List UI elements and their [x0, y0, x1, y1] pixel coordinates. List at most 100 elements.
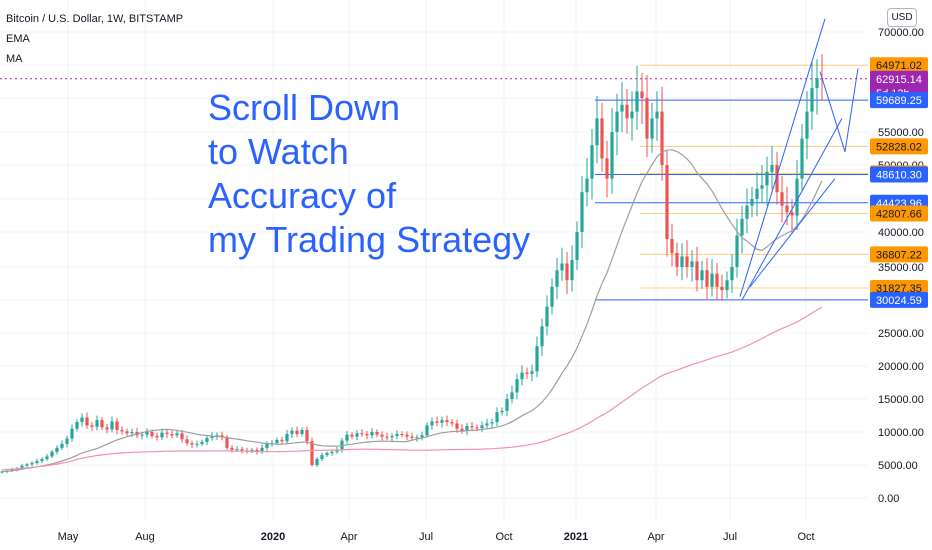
moving-averages — [1, 149, 823, 473]
candle-body — [730, 267, 734, 281]
candle-body — [335, 449, 339, 452]
projection-up — [844, 68, 859, 152]
candle-body — [610, 132, 614, 179]
candle-body — [520, 372, 524, 380]
price-tick-label: 70000.00 — [878, 27, 924, 39]
candle-body — [25, 464, 29, 466]
candle-body — [305, 430, 309, 442]
trendlines — [739, 18, 859, 301]
overlay-line-3: Accuracy of — [208, 175, 397, 216]
candle-body — [590, 145, 594, 179]
candle-body — [275, 439, 279, 444]
candle-body — [720, 286, 724, 291]
candle-body — [440, 420, 444, 423]
candle-body — [495, 412, 499, 423]
candle-body — [645, 98, 649, 139]
candle-body — [200, 441, 204, 444]
candle-body — [230, 447, 234, 450]
candle-body — [190, 443, 194, 445]
candle-body — [780, 192, 784, 206]
price-tag-bg — [870, 205, 928, 222]
price-tick-label: 55000.00 — [878, 127, 924, 139]
time-tick-label: Jul — [419, 531, 433, 543]
price-tick-label: 10000.00 — [878, 427, 924, 439]
candle-body — [630, 111, 634, 119]
candle-body — [430, 421, 434, 426]
candle-body — [195, 443, 199, 445]
candle-body — [450, 422, 454, 424]
candle-body — [745, 205, 749, 219]
candle-body — [620, 104, 624, 112]
candle-body — [280, 439, 284, 442]
price-tag-bg — [870, 166, 928, 183]
price-tag-bg — [870, 246, 928, 263]
candle-body — [515, 379, 519, 393]
candle-body — [465, 426, 469, 431]
candle-body — [490, 422, 494, 424]
candle-body — [670, 239, 674, 253]
candle-body — [365, 433, 369, 436]
candle-body — [460, 428, 464, 431]
candle-body — [525, 372, 529, 374]
ma-indicator-label[interactable]: MA — [6, 53, 23, 65]
candle-body — [330, 451, 334, 454]
candle-body — [120, 430, 124, 432]
candle-body — [640, 91, 644, 98]
candle-body — [255, 449, 259, 452]
channel-lower — [741, 118, 843, 301]
candle-body — [95, 420, 99, 427]
candle-body — [655, 111, 659, 119]
candle-body — [795, 178, 799, 216]
candle-body — [760, 185, 764, 189]
time-tick-label: Oct — [797, 531, 814, 543]
price-tag-label: 42807.66 — [876, 208, 922, 220]
price-tag-label: 52828.02 — [876, 141, 922, 153]
candle-body — [470, 426, 474, 428]
time-tick-label: 2021 — [564, 531, 588, 543]
candle-body — [160, 432, 164, 438]
candle-body — [575, 232, 579, 260]
candle-body — [665, 165, 669, 239]
candle-body — [750, 199, 754, 206]
symbol-title[interactable]: Bitcoin / U.S. Dollar, 1W, BITSTAMP — [6, 13, 184, 25]
candle-body — [65, 438, 69, 444]
candle-body — [710, 273, 714, 287]
candle-body — [370, 432, 374, 436]
price-tick-label: 0.00 — [878, 493, 899, 505]
candle-body — [385, 436, 389, 438]
candle-body — [170, 433, 174, 436]
candle-body — [70, 428, 74, 439]
candle-body — [625, 104, 629, 119]
candle-body — [545, 306, 549, 327]
ma-line — [1, 306, 823, 471]
candle-body — [740, 218, 744, 236]
candle-body — [425, 425, 429, 436]
candle-body — [770, 165, 774, 172]
candle-body — [405, 434, 409, 437]
candle-body — [635, 91, 639, 112]
price-tick-label: 35000.00 — [878, 262, 924, 274]
time-tick-label: Apr — [340, 531, 357, 543]
ema-indicator-label[interactable]: EMA — [6, 33, 30, 45]
candle-body — [410, 436, 414, 438]
candle-body — [785, 205, 789, 213]
candle-body — [735, 235, 739, 267]
candle-body — [355, 433, 359, 437]
candle-body — [35, 461, 39, 464]
price-tag-bg — [870, 138, 928, 155]
candle-body — [155, 435, 159, 438]
price-tag-label: 59689.25 — [876, 95, 922, 107]
candle-body — [105, 427, 109, 430]
price-tag-bg — [870, 291, 928, 308]
candle-body — [80, 417, 84, 423]
candle-body — [140, 434, 144, 436]
candle-body — [615, 111, 619, 132]
candle-body — [75, 422, 79, 429]
candle-body — [345, 434, 349, 441]
candle-body — [580, 192, 584, 232]
candle-body — [215, 435, 219, 437]
overlay-line-4: my Trading Strategy — [208, 219, 531, 260]
currency-button[interactable]: USD — [887, 8, 917, 27]
